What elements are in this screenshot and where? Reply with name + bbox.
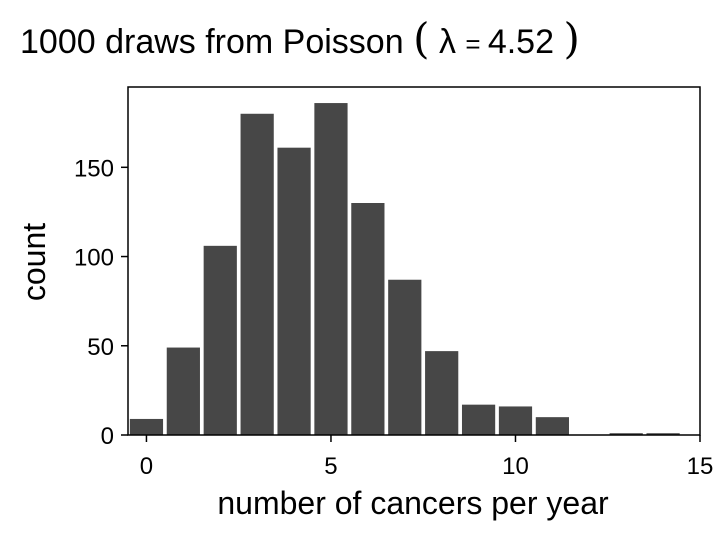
bar-x-13 — [609, 433, 643, 435]
bar-x-11 — [535, 417, 569, 435]
bar-x-10 — [498, 406, 533, 435]
bar-x-9 — [461, 404, 496, 435]
bar-x-3 — [240, 113, 274, 436]
bar-x-1 — [166, 347, 200, 435]
bar-x-6 — [351, 203, 385, 435]
x-tick-label-5: 5 — [324, 453, 337, 480]
chart-title-value: 4.52 — [488, 23, 554, 61]
chart-title-close-paren: ) — [563, 14, 579, 63]
chart-title-prefix: 1000 draws from Poisson — [20, 23, 404, 61]
x-tick-label-15: 15 — [687, 453, 714, 480]
y-tick-label-100: 100 — [74, 245, 114, 272]
bar-x-2 — [203, 245, 237, 435]
bars-group — [129, 103, 680, 436]
bar-x-0 — [129, 418, 164, 435]
y-tick-label-0: 0 — [101, 423, 114, 450]
plot-frame — [127, 86, 701, 436]
chart-title: 1000 draws from Poisson ( λ = 4.52 ) — [20, 14, 580, 63]
bar-x-14 — [646, 433, 680, 435]
y-tick-label-50: 50 — [87, 334, 114, 361]
x-axis-title: number of cancers per year — [217, 485, 609, 521]
chart-title-open-paren: ( — [413, 14, 429, 63]
bar-x-8 — [425, 351, 459, 435]
bar-x-7 — [388, 279, 422, 435]
chart-title-equals: = — [465, 29, 487, 59]
x-tick-label-0: 0 — [140, 453, 153, 480]
x-tick-label-10: 10 — [502, 453, 529, 480]
chart-title-lambda: λ — [439, 23, 456, 61]
bar-x-5 — [314, 103, 348, 436]
y-tick-label-150: 150 — [74, 155, 114, 182]
bar-x-4 — [277, 147, 311, 435]
y-axis-title: count — [16, 223, 52, 301]
